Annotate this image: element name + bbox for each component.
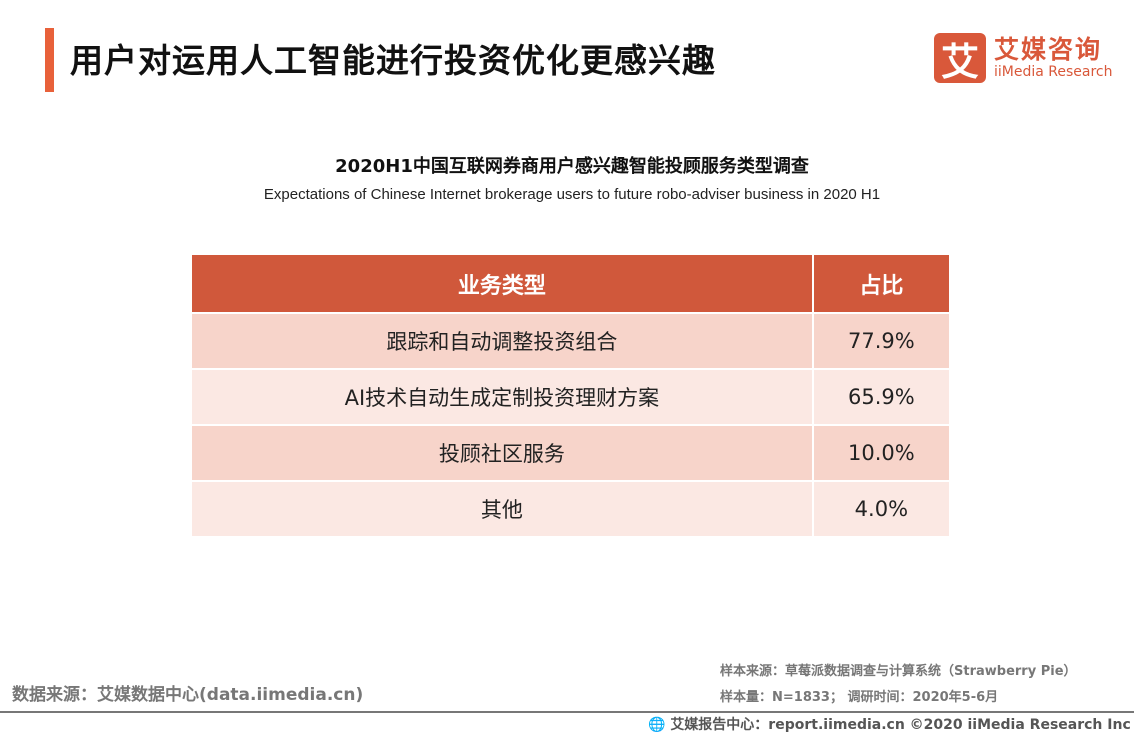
cell-type: 其他 [192, 481, 813, 537]
header-share: 占比 [811, 255, 949, 313]
cell-type: 投顾社区服务 [192, 425, 813, 481]
data-source: 数据来源：艾媒数据中心(data.iimedia.cn) [12, 685, 364, 705]
logo-en: iiMedia Research [994, 64, 1113, 80]
table-row: 其他 4.0% [192, 481, 949, 537]
table-row: 投顾社区服务 10.0% [192, 425, 949, 481]
sample-source: 样本来源：草莓派数据调查与计算系统（Strawberry Pie） [720, 664, 1077, 679]
cell-share: 65.9% [811, 369, 949, 425]
globe-icon: 🌐 [648, 717, 666, 733]
logo-mark: 艾 [934, 33, 986, 84]
footer-report: 🌐 艾媒报告中心：report.iimedia.cn ©2020 iiMedia… [648, 714, 1131, 734]
logo-cn: 艾媒咨询 [994, 35, 1103, 64]
cell-share: 10.0% [811, 425, 949, 481]
cell-share: 4.0% [811, 481, 949, 537]
cell-type: AI技术自动生成定制投资理财方案 [192, 369, 813, 425]
table-header-row: 业务类型 占比 [192, 255, 949, 313]
table-subtitle: Expectations of Chinese Internet brokera… [263, 186, 881, 203]
data-table: 业务类型 占比 跟踪和自动调整投资组合 77.9% AI技术自动生成定制投资理财… [192, 255, 949, 538]
cell-share: 77.9% [811, 313, 949, 369]
title-accent-bar [45, 28, 54, 92]
table-row: 跟踪和自动调整投资组合 77.9% [192, 313, 949, 369]
page-title: 用户对运用人工智能进行投资优化更感兴趣 [70, 41, 716, 80]
report-text: 艾媒报告中心：report.iimedia.cn ©2020 iiMedia R… [670, 717, 1131, 733]
table-row: AI技术自动生成定制投资理财方案 65.9% [192, 369, 949, 425]
sample-size: 样本量：N=1833； 调研时间：2020年5-6月 [720, 690, 999, 705]
cell-type: 跟踪和自动调整投资组合 [192, 313, 813, 369]
logo: 艾 艾媒咨询 iiMedia Research [934, 33, 1113, 84]
header-type: 业务类型 [192, 255, 813, 313]
table-title: 2020H1中国互联网券商用户感兴趣智能投顾服务类型调查 [335, 156, 809, 177]
footer-divider [0, 711, 1134, 713]
